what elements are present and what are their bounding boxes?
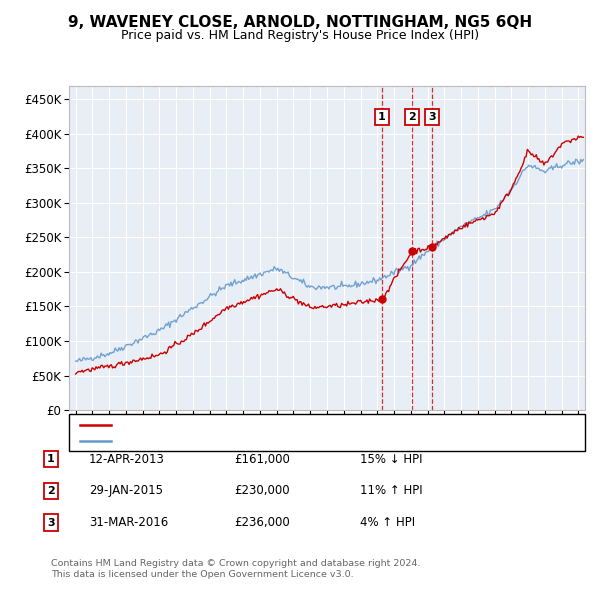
Text: Contains HM Land Registry data © Crown copyright and database right 2024.: Contains HM Land Registry data © Crown c… xyxy=(51,559,421,568)
Text: 31-MAR-2016: 31-MAR-2016 xyxy=(89,516,168,529)
Text: 9, WAVENEY CLOSE, ARNOLD, NOTTINGHAM, NG5 6QH: 9, WAVENEY CLOSE, ARNOLD, NOTTINGHAM, NG… xyxy=(68,15,532,30)
Text: 1: 1 xyxy=(47,454,55,464)
Text: 1: 1 xyxy=(378,112,386,122)
Text: 29-JAN-2015: 29-JAN-2015 xyxy=(89,484,163,497)
Text: 2: 2 xyxy=(408,112,416,122)
Text: £161,000: £161,000 xyxy=(234,453,290,466)
Text: £236,000: £236,000 xyxy=(234,516,290,529)
Text: 12-APR-2013: 12-APR-2013 xyxy=(89,453,164,466)
Text: 4% ↑ HPI: 4% ↑ HPI xyxy=(360,516,415,529)
Text: HPI: Average price, detached house, Gedling: HPI: Average price, detached house, Gedl… xyxy=(117,436,361,446)
Text: 2: 2 xyxy=(47,486,55,496)
Text: 11% ↑ HPI: 11% ↑ HPI xyxy=(360,484,422,497)
Text: £230,000: £230,000 xyxy=(234,484,290,497)
Text: 15% ↓ HPI: 15% ↓ HPI xyxy=(360,453,422,466)
Text: 3: 3 xyxy=(428,112,436,122)
Text: Price paid vs. HM Land Registry's House Price Index (HPI): Price paid vs. HM Land Registry's House … xyxy=(121,30,479,42)
Text: 3: 3 xyxy=(47,518,55,527)
Text: This data is licensed under the Open Government Licence v3.0.: This data is licensed under the Open Gov… xyxy=(51,571,353,579)
Text: 9, WAVENEY CLOSE, ARNOLD, NOTTINGHAM, NG5 6QH (detached house): 9, WAVENEY CLOSE, ARNOLD, NOTTINGHAM, NG… xyxy=(117,419,515,430)
